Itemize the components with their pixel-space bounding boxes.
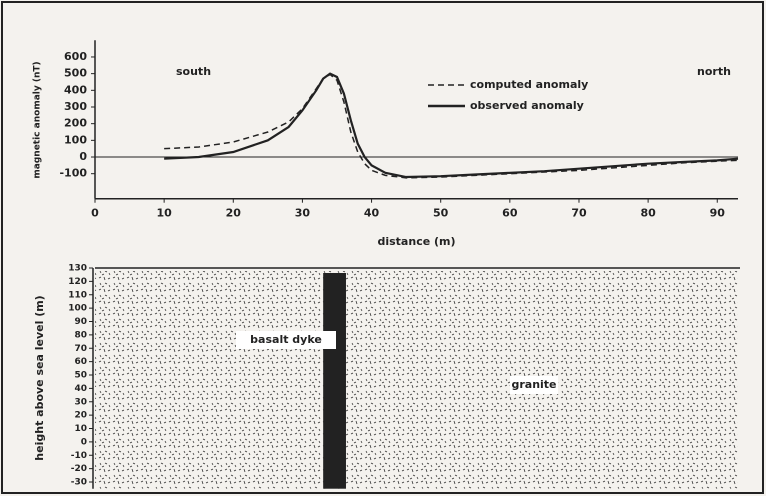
annotation: north bbox=[697, 65, 731, 78]
y-tick-label: 60 bbox=[74, 357, 87, 367]
x-tick-label: 10 bbox=[156, 207, 172, 220]
y-tick-label: 130 bbox=[68, 264, 87, 274]
y-tick-label: 30 bbox=[74, 397, 87, 407]
x-tick-label: 50 bbox=[433, 207, 449, 220]
x-axis-label: distance (m) bbox=[377, 235, 455, 248]
y-tick-label: 600 bbox=[64, 50, 87, 63]
y-tick-label: 20 bbox=[74, 411, 87, 421]
y-tick-label: 100 bbox=[68, 304, 87, 314]
y-tick-label: 200 bbox=[64, 117, 87, 130]
dyke bbox=[323, 273, 346, 489]
y-tick-label: 90 bbox=[74, 317, 87, 327]
y-tick-label: -10 bbox=[71, 451, 87, 461]
x-tick-label: 20 bbox=[226, 207, 242, 220]
y-tick-label: 300 bbox=[64, 100, 87, 113]
x-tick-label: 0 bbox=[91, 207, 99, 220]
series-line bbox=[164, 73, 739, 179]
legend-label: computed anomaly bbox=[470, 78, 588, 91]
y-tick-label: 50 bbox=[74, 371, 87, 381]
y-tick-label: 70 bbox=[74, 344, 87, 354]
x-tick-label: 70 bbox=[571, 207, 587, 220]
y-tick-label: 110 bbox=[68, 290, 87, 300]
y-tick-label: -100 bbox=[59, 167, 87, 180]
body-label: granite bbox=[511, 378, 556, 391]
x-tick-label: 40 bbox=[364, 207, 380, 220]
y-tick-label: 500 bbox=[64, 67, 87, 80]
y-tick-label: 10 bbox=[74, 424, 87, 434]
y-tick-label: -30 bbox=[71, 478, 87, 488]
y-tick-label: -20 bbox=[71, 464, 87, 474]
annotation: south bbox=[176, 65, 211, 78]
y-axis-label: magnetic anomaly (nT) bbox=[33, 61, 43, 178]
y-tick-label: 0 bbox=[79, 150, 87, 163]
y-tick-label: 40 bbox=[74, 384, 87, 394]
y-tick-label: 100 bbox=[64, 133, 87, 146]
rock-fill bbox=[95, 271, 738, 489]
y-tick-label: 400 bbox=[64, 83, 87, 96]
label-box bbox=[510, 376, 558, 394]
y-tick-label: 80 bbox=[74, 330, 87, 340]
body-label: basalt dyke bbox=[250, 333, 322, 346]
x-tick-label: 80 bbox=[640, 207, 656, 220]
legend-label: observed anomaly bbox=[470, 99, 584, 112]
x-tick-label: 60 bbox=[502, 207, 518, 220]
y-tick-label: 120 bbox=[68, 277, 87, 287]
x-tick-label: 30 bbox=[295, 207, 311, 220]
y-tick-label: 0 bbox=[81, 437, 87, 447]
y-axis-label: height above sea level (m) bbox=[33, 295, 46, 460]
x-tick-label: 90 bbox=[710, 207, 726, 220]
series-line bbox=[164, 72, 739, 179]
label-box bbox=[236, 331, 336, 349]
